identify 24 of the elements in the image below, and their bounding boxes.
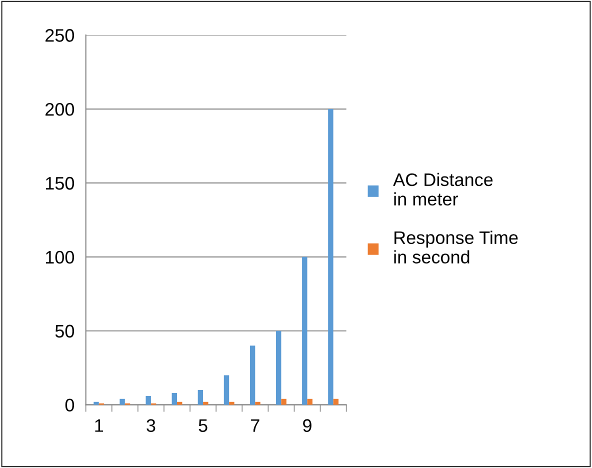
y-tick-label: 250 xyxy=(46,29,74,42)
bar xyxy=(307,398,312,405)
legend-label: Response Time in second xyxy=(394,230,518,264)
y-tick-label: 0 xyxy=(65,398,74,412)
bar xyxy=(302,256,308,405)
x-tick-label: 1 xyxy=(95,419,104,432)
legend-label: AC Distance in meter xyxy=(393,172,493,206)
bar xyxy=(224,375,230,405)
bar xyxy=(250,346,256,405)
x-tick-label: 3 xyxy=(146,419,156,432)
bar xyxy=(276,330,282,405)
y-tick-label: 150 xyxy=(46,176,74,190)
bar xyxy=(120,398,125,405)
x-tick-label: 9 xyxy=(303,419,312,432)
y-tick-label: 100 xyxy=(46,250,74,264)
bar xyxy=(146,396,151,405)
x-tick-label: 7 xyxy=(251,419,260,432)
y-tick-label: 200 xyxy=(46,102,74,116)
bar xyxy=(281,398,286,405)
bar xyxy=(328,109,334,405)
bar xyxy=(172,392,178,405)
x-tick-label: 5 xyxy=(198,419,208,432)
bar xyxy=(198,390,204,405)
y-tick-label: 50 xyxy=(55,324,74,338)
